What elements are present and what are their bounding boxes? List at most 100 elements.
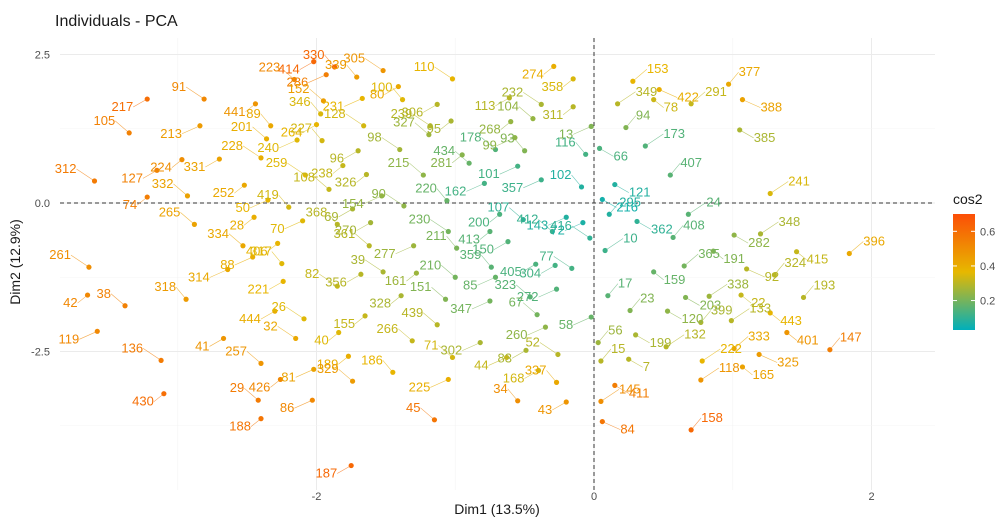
data-point xyxy=(767,190,773,197)
label-connector xyxy=(260,310,276,320)
label-connector xyxy=(609,202,620,215)
data-point xyxy=(731,345,737,352)
point-label: 332 xyxy=(152,176,174,191)
point-label: 304 xyxy=(519,265,541,280)
point-label: 216 xyxy=(616,199,638,214)
label-connector xyxy=(636,221,652,230)
data-point xyxy=(286,204,292,210)
point-label: 210 xyxy=(420,257,442,272)
data-point xyxy=(340,162,346,169)
label-connector xyxy=(635,334,650,344)
point-label: 101 xyxy=(478,166,500,181)
point-label: 286 xyxy=(287,75,309,90)
label-connector xyxy=(523,92,542,105)
point-label: 444 xyxy=(239,311,261,326)
label-connector xyxy=(685,297,700,306)
point-label: 168 xyxy=(503,371,525,386)
label-connector xyxy=(446,235,457,249)
point-label: 227 xyxy=(290,121,312,136)
point-label: 334 xyxy=(207,226,229,241)
point-label: 100 xyxy=(371,80,393,95)
label-connector xyxy=(308,74,327,83)
label-connector xyxy=(269,281,284,290)
label-connector xyxy=(209,269,228,278)
point-label: 89 xyxy=(246,106,260,121)
point-label: 161 xyxy=(385,273,407,288)
data-point xyxy=(362,313,368,319)
data-point xyxy=(756,351,762,358)
label-connector xyxy=(295,369,314,378)
point-label: 408 xyxy=(683,217,705,232)
point-label: 81 xyxy=(281,369,295,384)
data-point xyxy=(846,250,852,257)
label-connector xyxy=(629,298,641,311)
data-point xyxy=(627,307,633,314)
data-point xyxy=(784,329,790,336)
data-point xyxy=(688,101,694,107)
data-point xyxy=(549,228,555,235)
data-point xyxy=(771,272,777,278)
label-connector xyxy=(302,124,317,133)
data-point xyxy=(563,214,569,220)
point-label: 199 xyxy=(650,335,672,350)
point-label: 318 xyxy=(154,279,176,294)
point-label: 302 xyxy=(441,343,463,358)
data-point xyxy=(258,416,264,422)
point-label: 260 xyxy=(506,327,528,342)
data-point xyxy=(272,308,278,314)
data-point xyxy=(401,203,407,209)
label-connector xyxy=(690,417,702,431)
label-connector xyxy=(324,54,335,68)
point-label: 94 xyxy=(636,108,650,123)
data-point xyxy=(258,155,264,161)
point-label: 38 xyxy=(97,286,111,301)
data-point xyxy=(445,376,451,383)
point-label: 241 xyxy=(788,173,810,188)
data-point xyxy=(656,86,662,93)
point-label: 359 xyxy=(460,247,482,262)
point-label: 67 xyxy=(509,295,523,310)
label-connector xyxy=(548,216,567,226)
data-point xyxy=(466,160,472,166)
data-point xyxy=(520,217,526,223)
data-point xyxy=(84,292,91,298)
data-point xyxy=(311,59,317,65)
label-connector xyxy=(522,302,538,315)
data-point xyxy=(216,156,222,162)
label-connector xyxy=(829,337,841,350)
axis-ticks: -2 0 2 2.5 0.0 -2.5 xyxy=(31,50,875,504)
point-label: 32 xyxy=(263,318,277,333)
label-connector xyxy=(728,72,739,85)
label-connector xyxy=(731,308,750,321)
label-connector xyxy=(564,222,584,231)
point-label: 80 xyxy=(370,87,384,102)
point-label: 324 xyxy=(784,255,806,270)
label-connector xyxy=(355,233,370,246)
point-label: 203 xyxy=(700,297,722,312)
label-connector xyxy=(299,61,314,70)
data-point xyxy=(595,339,601,346)
data-point xyxy=(220,335,227,342)
point-label: 362 xyxy=(651,221,673,236)
label-connector xyxy=(739,129,754,139)
label-connector xyxy=(314,177,330,190)
data-point xyxy=(737,127,743,133)
point-label: 416 xyxy=(550,218,572,233)
label-connector xyxy=(173,183,188,197)
point-label: 17 xyxy=(618,276,632,291)
point-label: 152 xyxy=(288,81,310,96)
data-point xyxy=(122,303,128,309)
data-point xyxy=(793,249,800,255)
data-point xyxy=(681,263,687,269)
point-label: 396 xyxy=(863,233,885,248)
label-connector xyxy=(521,263,536,273)
point-label: 24 xyxy=(706,194,720,209)
label-connector xyxy=(242,145,262,159)
data-point xyxy=(506,95,512,101)
label-connector xyxy=(602,421,621,430)
data-point xyxy=(291,76,297,83)
data-point xyxy=(336,329,342,336)
data-point xyxy=(183,296,189,302)
data-point xyxy=(319,138,325,144)
data-point xyxy=(334,283,340,289)
